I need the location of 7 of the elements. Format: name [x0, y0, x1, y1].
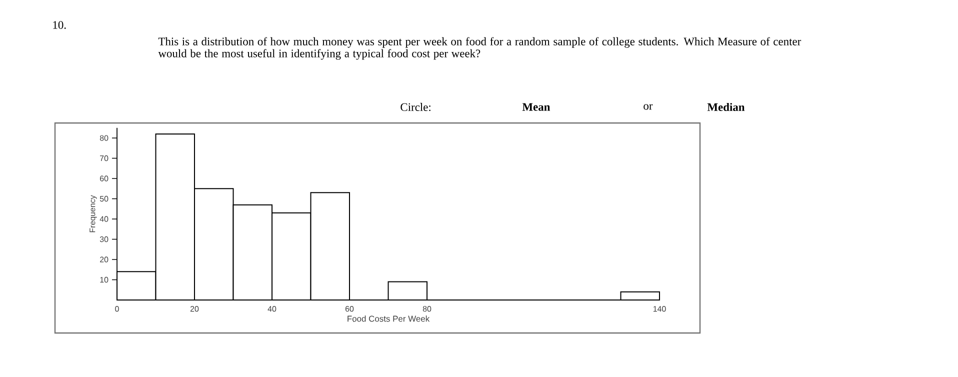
text: Circle: [400, 102, 430, 112]
text: 10. [53, 21, 66, 29]
x-axis-title: Food Costs Per Week [348, 315, 430, 322]
text: Mean [522, 103, 550, 111]
text: This is a distribution of how much money was spent per week on food for a random sample of college students. Which Measure of center would be the most useful in identifying a typical food cost per week? [158, 37, 802, 60]
text: Median [707, 102, 745, 112]
text: or [644, 104, 653, 110]
